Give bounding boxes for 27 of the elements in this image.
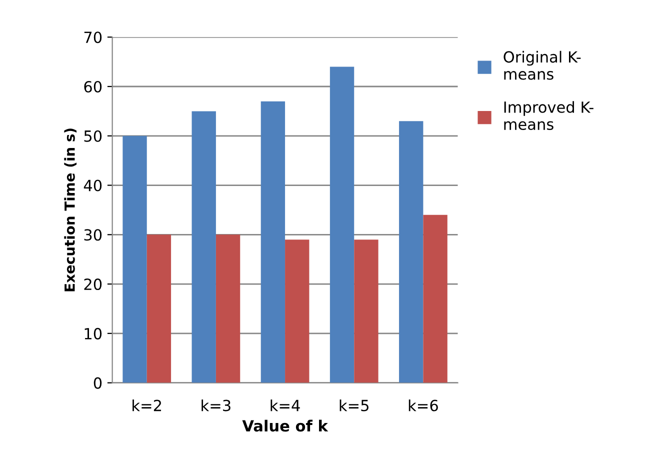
x-tick-label: k=2 — [132, 399, 162, 412]
bar — [354, 240, 378, 383]
y-tick-label: 60 — [84, 80, 102, 93]
x-tick-label: k=4 — [270, 399, 300, 412]
bar — [260, 101, 286, 383]
x-axis-title: Value of k — [242, 420, 328, 432]
bar — [330, 66, 354, 383]
x-tick-label: k=5 — [340, 399, 368, 412]
y-tick-label: 40 — [84, 180, 102, 192]
y-tick-label: 70 — [84, 32, 102, 44]
bar — [146, 234, 172, 383]
y-axis-title: Execution Time (in s) — [64, 128, 77, 292]
x-tick-label: k=6 — [408, 399, 438, 412]
y-tick-label: 20 — [84, 278, 102, 290]
y-tick-label: 30 — [84, 229, 102, 241]
x-tick-label: k=3 — [202, 399, 230, 412]
bar — [192, 111, 216, 383]
y-tick-label: 50 — [84, 130, 102, 142]
legend-label: Original K- means — [504, 50, 581, 80]
legend-label: Improved K- means — [504, 101, 594, 130]
y-tick-label: 10 — [84, 328, 102, 340]
y-tick-label: 0 — [94, 377, 102, 389]
bar — [122, 136, 147, 383]
bar — [216, 234, 240, 383]
bar — [285, 240, 310, 383]
bar — [399, 121, 424, 383]
bar — [423, 214, 448, 383]
